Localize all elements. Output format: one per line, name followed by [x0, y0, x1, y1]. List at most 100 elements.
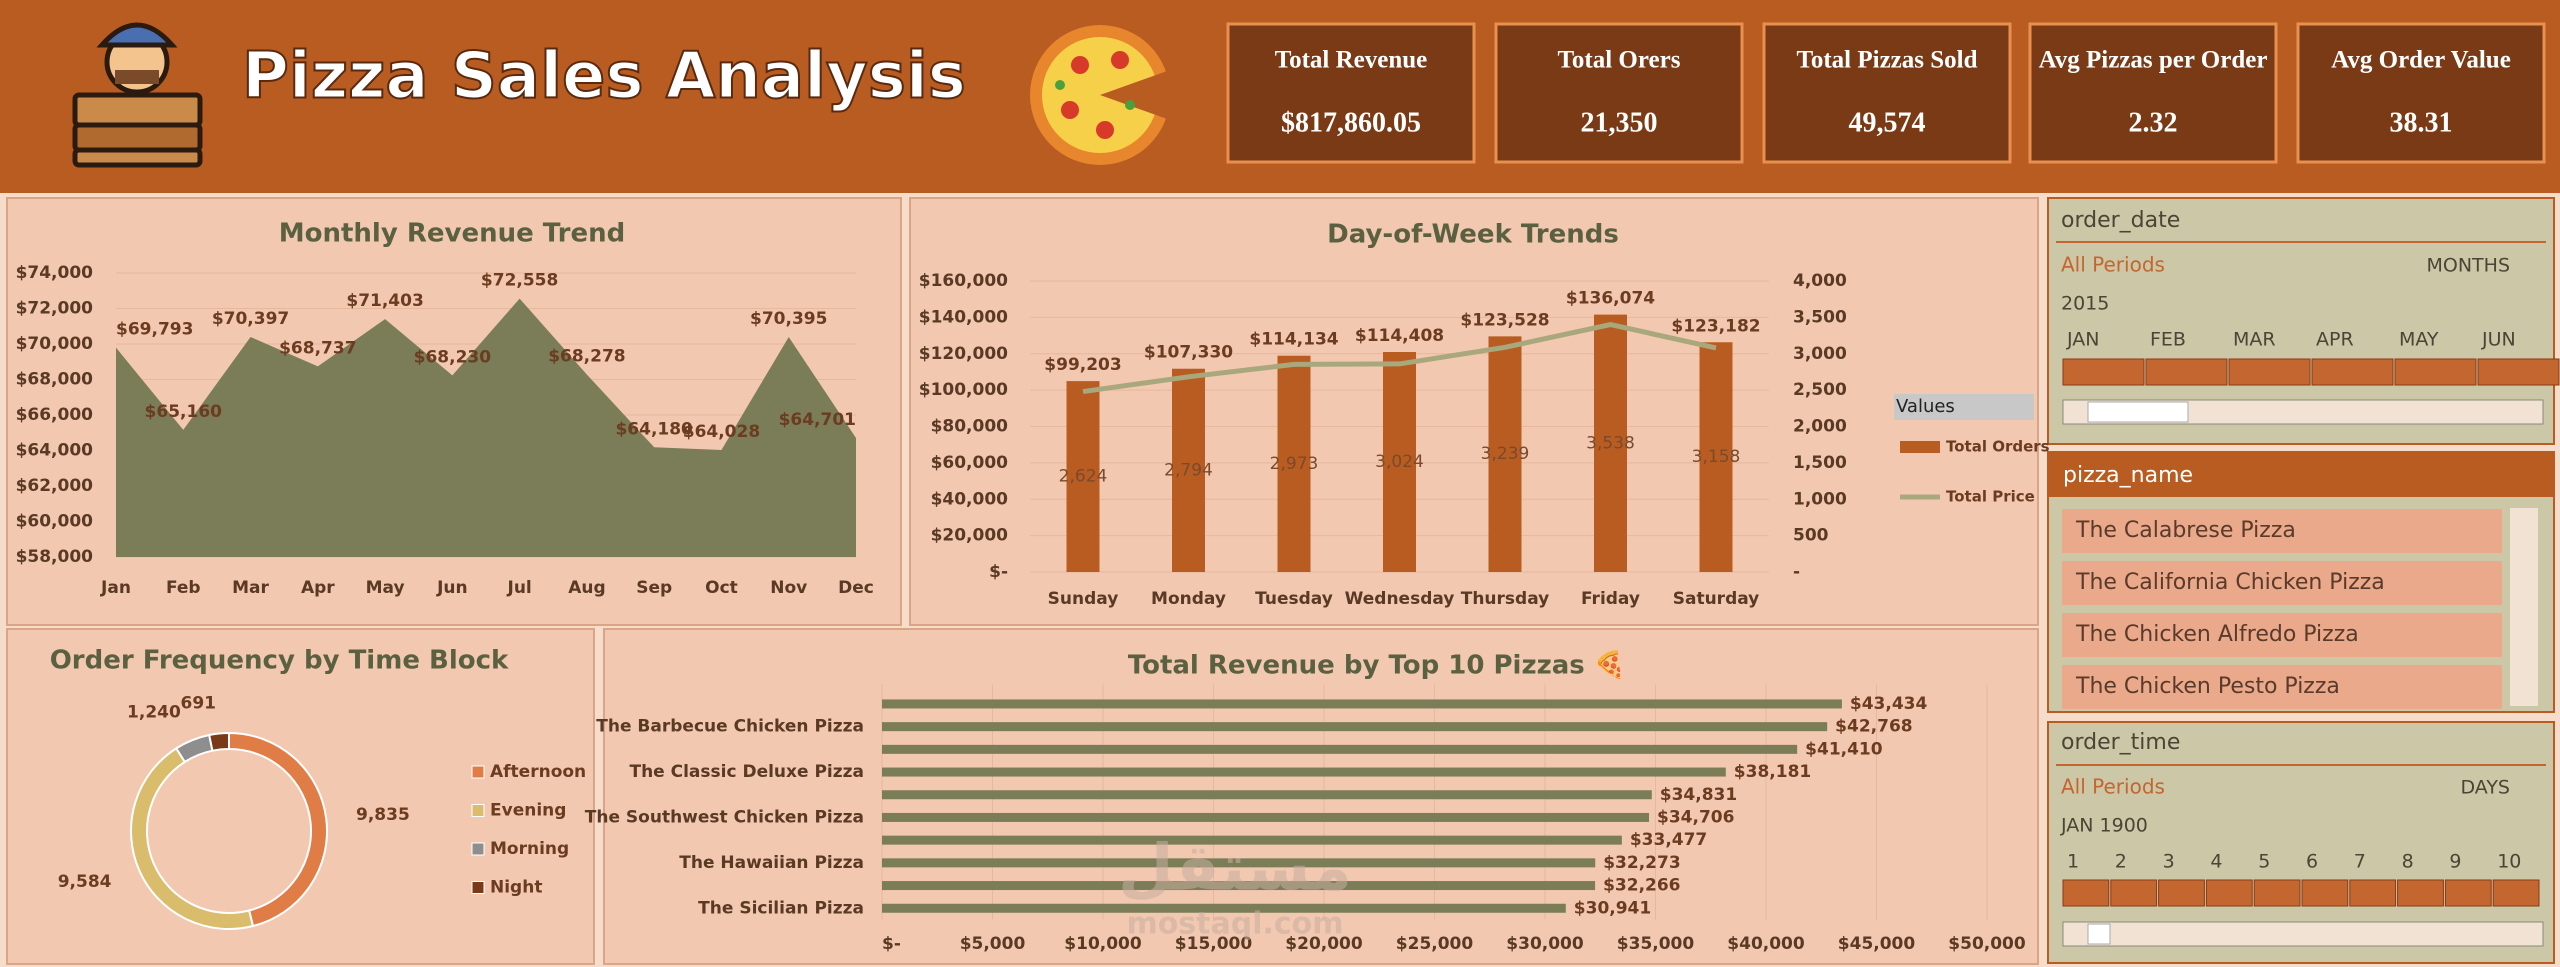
slicer-selection[interactable]: All Periods	[2061, 775, 2165, 799]
timeline-label[interactable]: MAY	[2399, 329, 2439, 351]
slicer-item-label[interactable]: The California Chicken Pizza	[2075, 570, 2385, 595]
data-label: $107,330	[1144, 343, 1233, 363]
timeline-segment[interactable]	[2311, 358, 2394, 386]
y-tick-label: The Sicilian Pizza	[698, 898, 864, 918]
timeline-segment[interactable]	[2062, 879, 2110, 907]
data-label: 1,240	[127, 702, 181, 722]
legend-label: Evening	[490, 801, 566, 821]
slicer-item-label[interactable]: The Chicken Pesto Pizza	[2075, 674, 2340, 699]
timeline-label[interactable]: JUN	[2481, 329, 2516, 351]
kpi-group: Total Revenue $817,860.05 Total Orers 21,35…	[1226, 22, 2546, 164]
timeline-segment[interactable]	[2253, 879, 2301, 907]
slicer-item[interactable]	[2062, 613, 2502, 657]
data-label: 2,973	[1270, 454, 1319, 474]
y-tick-label: The Hawaiian Pizza	[679, 853, 864, 873]
data-label: $33,477	[1630, 830, 1707, 850]
timeline-label[interactable]: 10	[2497, 851, 2521, 873]
legend-swatch	[1900, 441, 1940, 453]
scroll-thumb[interactable]	[2087, 401, 2189, 423]
area	[116, 298, 856, 557]
y2-tick-label: 1,000	[1793, 489, 1847, 509]
timeline-segment[interactable]	[2110, 879, 2158, 907]
timeline-label[interactable]: 1	[2067, 851, 2079, 873]
chart-title: Day-of-Week Trends	[1327, 220, 1619, 250]
x-tick-label: Thursday	[1461, 589, 1550, 609]
slicer-selection[interactable]: All Periods	[2061, 253, 2165, 277]
timeline-segment[interactable]	[2349, 879, 2397, 907]
timeline-label[interactable]: 9	[2449, 851, 2461, 873]
data-label: $68,230	[414, 347, 492, 367]
timeline-label[interactable]: 5	[2258, 851, 2270, 873]
slicer-level[interactable]: DAYS	[2461, 777, 2511, 799]
slicer-title: order_date	[2061, 208, 2180, 233]
scrollbar[interactable]	[2510, 508, 2538, 706]
charts: Monthly Revenue Trend $58,000 $60,000 $62,0…	[16, 219, 2050, 955]
timeline-label[interactable]: MAR	[2233, 329, 2276, 351]
timeline-segment[interactable]	[2145, 358, 2228, 386]
timeline-label[interactable]: JAN	[2066, 329, 2099, 351]
timeline-label[interactable]: 7	[2354, 851, 2366, 873]
panel	[6, 628, 595, 965]
timeline-segment[interactable]	[2158, 879, 2205, 907]
y-tick-label: $20,000	[931, 526, 1009, 546]
timeline-label[interactable]: 8	[2402, 851, 2414, 873]
bar	[882, 767, 1726, 777]
y-tick-label: $40,000	[931, 489, 1009, 509]
slicer-level[interactable]: MONTHS	[2426, 255, 2510, 277]
bar	[882, 835, 1622, 845]
x-tick-label: Oct	[705, 578, 738, 598]
bar	[1383, 352, 1416, 572]
timeline-segment[interactable]	[2301, 879, 2349, 907]
pizza-icon	[1030, 25, 1175, 165]
data-label: $114,408	[1355, 326, 1444, 346]
timeline-segment[interactable]	[2444, 879, 2492, 907]
x-tick-label: Jan	[100, 578, 131, 598]
timeline-segment[interactable]	[2394, 358, 2477, 386]
data-label: $38,181	[1734, 762, 1811, 782]
timeline-segment[interactable]	[2477, 358, 2560, 386]
slicer-item[interactable]	[2062, 561, 2502, 605]
y-tick-label: $70,000	[16, 334, 94, 354]
timeline-label[interactable]: APR	[2316, 329, 2354, 351]
timeline-segment[interactable]	[2205, 879, 2253, 907]
data-label: $70,395	[750, 309, 827, 329]
timeline-label[interactable]: 3	[2163, 851, 2175, 873]
legend-swatch	[471, 804, 485, 817]
y-tick-label: $100,000	[919, 380, 1008, 400]
bar	[882, 790, 1652, 800]
scroll-thumb[interactable]	[2087, 923, 2111, 945]
y-tick-label: $140,000	[919, 307, 1008, 327]
x-tick-label: Jul	[507, 578, 532, 598]
x-tick-label: May	[366, 578, 405, 598]
timeline-segment[interactable]	[2397, 879, 2444, 907]
legend-label: Total Price	[1946, 488, 2035, 506]
x-tick-label: $10,000	[1064, 934, 1142, 954]
legend-label: Morning	[490, 839, 569, 859]
bar	[882, 903, 1566, 913]
kpi-value: 49,574	[1849, 107, 1926, 138]
slicer-items: The Calabrese Pizza The California Chicke…	[2062, 509, 2502, 709]
timeline-segment[interactable]	[2492, 879, 2540, 907]
scrollbar[interactable]	[2062, 921, 2544, 947]
timeline-label[interactable]: 2	[2115, 851, 2127, 873]
data-label: $136,074	[1566, 289, 1655, 309]
data-label: $65,160	[145, 402, 223, 422]
timeline-label[interactable]: FEB	[2150, 329, 2186, 351]
slicer-item[interactable]	[2062, 509, 2502, 553]
bar	[882, 744, 1798, 754]
slicer-item-label[interactable]: The Calabrese Pizza	[2075, 518, 2296, 543]
kpi-value: $817,860.05	[1281, 107, 1421, 138]
slicer-year: 2015	[2061, 293, 2109, 315]
y-tick-label: $120,000	[919, 344, 1008, 364]
x-tick-label: $40,000	[1727, 934, 1805, 954]
slicer-item[interactable]	[2062, 665, 2502, 709]
timeline-segment[interactable]	[2062, 358, 2145, 386]
bar	[882, 812, 1650, 822]
timeline-segment[interactable]	[2228, 358, 2311, 386]
timeline-label[interactable]: 4	[2210, 851, 2222, 873]
timeline-label[interactable]: 6	[2306, 851, 2318, 873]
slicer-item-label[interactable]: The Chicken Alfredo Pizza	[2075, 622, 2359, 647]
x-tick-label: $25,000	[1396, 934, 1474, 954]
